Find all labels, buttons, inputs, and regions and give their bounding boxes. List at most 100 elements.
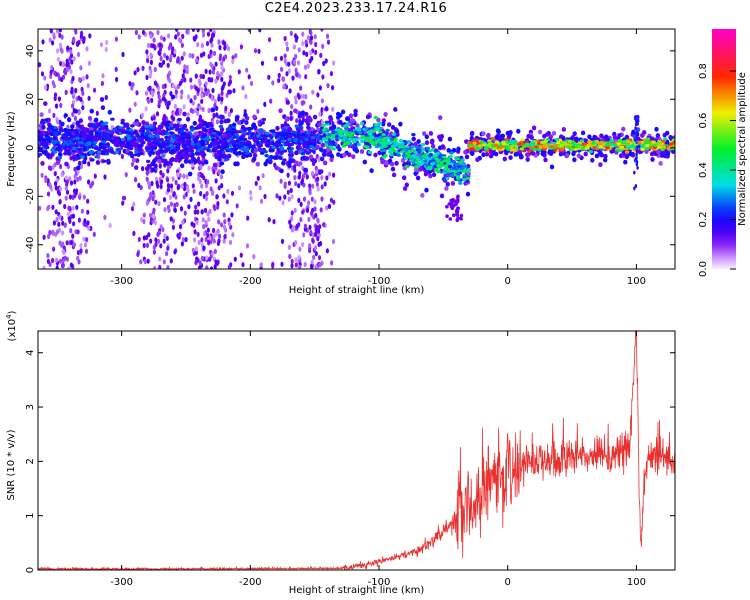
spectral-halo [369, 168, 374, 174]
spectral-speck [187, 204, 191, 210]
spectral-halo [531, 125, 537, 131]
spectral-speck [178, 231, 182, 237]
spectral-halo [336, 115, 341, 120]
spectral-halo [465, 191, 471, 197]
spectral-speck [185, 174, 189, 180]
spectral-speck [201, 29, 205, 34]
bottom-x-tick-label: -100 [368, 577, 391, 588]
spectral-speck [192, 222, 196, 228]
spectral-band-point [103, 121, 109, 125]
spectral-band-point [170, 149, 175, 153]
spectral-band-point [217, 115, 222, 119]
spectral-halo [231, 122, 237, 128]
spectral-band-point [442, 167, 448, 171]
spectral-speck [121, 200, 125, 206]
spectral-band-point [330, 134, 336, 138]
spectral-speck [46, 253, 50, 259]
spectral-speck [53, 70, 57, 76]
spectral-halo [391, 172, 397, 178]
spectral-speck [292, 59, 297, 65]
spectral-speck [259, 262, 263, 268]
spectral-halo [58, 152, 63, 158]
spectral-speck [212, 227, 216, 234]
spectral-band-point [542, 147, 547, 151]
spectral-halo [440, 144, 446, 150]
spectral-band-point [411, 133, 416, 137]
spectral-band-point [346, 122, 351, 126]
spectral-band-point [434, 167, 439, 171]
spectral-halo [387, 122, 392, 127]
spectral-speck [205, 265, 209, 269]
spectral-halo [287, 163, 292, 169]
spectral-band-point [360, 139, 365, 143]
spectral-speck [290, 104, 294, 110]
spectral-spike [635, 159, 639, 164]
spectral-speck [136, 251, 140, 257]
spectral-band-point [622, 140, 627, 144]
spectral-speck [214, 178, 218, 184]
spectral-band-point [217, 158, 222, 162]
spectral-speck [287, 68, 291, 74]
spectral-band-point [245, 132, 250, 136]
spectral-speck [214, 61, 218, 67]
spectral-speck [44, 177, 48, 184]
spectral-speck [52, 83, 56, 89]
spectral-speck [184, 237, 188, 243]
spectral-halo [76, 165, 81, 171]
spectral-speck [192, 237, 197, 243]
spectral-speck [79, 243, 83, 249]
spectral-speck [286, 189, 290, 195]
spectral-speck [261, 173, 265, 179]
spectral-band-point [215, 142, 220, 146]
spectral-band-point [356, 128, 362, 132]
spectral-halo [317, 122, 322, 127]
spectral-halo [500, 133, 505, 139]
spectral-band-point [300, 152, 306, 156]
colorbar-tick-label: 0.4 [698, 162, 709, 178]
spectral-band-point [370, 135, 375, 139]
spectral-band-point [67, 132, 72, 137]
spectral-band-point [280, 139, 286, 143]
spectral-speck [58, 199, 62, 205]
spectral-speck [166, 168, 170, 174]
spectral-speck [69, 49, 73, 55]
spectral-speck [149, 191, 153, 197]
spectral-halo [304, 118, 309, 124]
spectral-speck [295, 35, 299, 41]
spectral-tail [452, 213, 456, 217]
spectral-speck [317, 68, 321, 75]
spectral-speck [68, 218, 72, 224]
spectral-band-point [41, 139, 47, 143]
spectral-speck [169, 201, 173, 207]
spectral-halo [219, 127, 225, 132]
spectral-speck [181, 73, 185, 79]
spectral-band-point [605, 146, 610, 150]
spectral-speck [71, 103, 75, 109]
spectral-speck [200, 98, 204, 104]
spectral-speck [212, 112, 216, 118]
spectral-speck [166, 73, 170, 79]
spectral-halo [529, 135, 534, 140]
spectral-speck [267, 217, 271, 223]
spectral-band-point [280, 123, 285, 127]
spectral-speck [227, 46, 231, 52]
spectral-speck [158, 256, 162, 262]
spectral-band-point [38, 153, 43, 157]
spectral-band-point [163, 140, 168, 144]
spectral-speck [78, 175, 82, 181]
spectral-band-point [57, 156, 62, 160]
spectral-speck [145, 200, 149, 206]
top-y-tick-label: 20 [25, 93, 36, 106]
spectral-speck [197, 239, 201, 246]
spectral-band-point [242, 128, 247, 133]
spectral-band-point [327, 142, 333, 146]
spectral-speck [222, 224, 227, 230]
spectral-speck [137, 34, 141, 40]
spectral-speck [42, 234, 46, 240]
spectral-band-point [413, 155, 419, 159]
spectral-band-point [194, 126, 200, 130]
spectral-band-point [374, 123, 379, 127]
spectral-band-point [217, 132, 223, 136]
spectral-speck [207, 239, 211, 245]
spectral-band-point [657, 141, 662, 145]
